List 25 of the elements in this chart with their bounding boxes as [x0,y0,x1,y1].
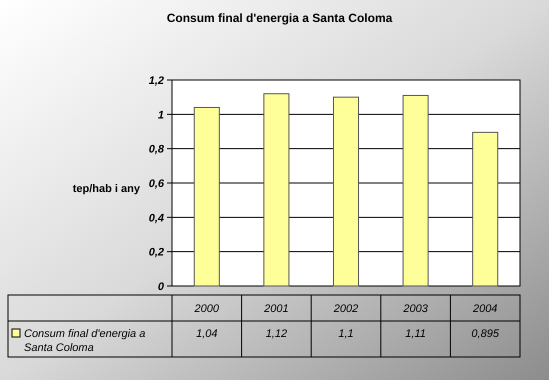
y-tick-label: 0,6 [148,178,165,190]
data-label: 0,895 [471,328,500,340]
y-tick-label: 1,2 [148,75,164,87]
bar [263,93,290,286]
chart-title: Consum final d'energia a Santa Coloma [166,11,393,25]
bar [194,106,220,286]
y-tick-label: 0,8 [148,144,165,156]
x-tick-label: 2004 [472,303,498,315]
x-tick-label: 2001 [263,303,289,315]
bar [472,132,498,286]
data-label: 1,1 [338,328,354,340]
y-tick-label: 0,4 [148,212,164,224]
y-tick-label: 0,2 [148,246,164,259]
y-tick-label: 1 [158,109,164,122]
data-label: 1,12 [266,328,288,340]
data-label: 1,04 [196,328,218,340]
y-axis-title: tep/hab i any [72,183,141,195]
data-label: 1,11 [405,328,426,340]
x-tick-label: 2003 [402,303,429,315]
bar [402,94,429,286]
x-tick-label: 2000 [194,303,220,315]
bar [332,96,360,286]
legend-label: Consum final d'energia a Santa Coloma [24,328,146,354]
x-tick-label: 2002 [332,303,358,315]
y-tick-label: 0 [158,281,165,293]
